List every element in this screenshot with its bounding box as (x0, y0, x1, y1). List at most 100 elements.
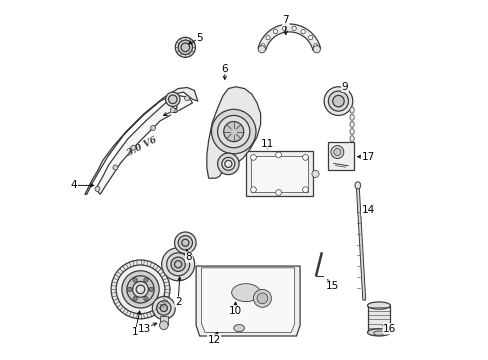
Circle shape (260, 44, 264, 48)
Text: 16: 16 (382, 324, 396, 334)
Circle shape (332, 95, 344, 107)
Polygon shape (96, 96, 192, 194)
Bar (328, 142, 353, 170)
Ellipse shape (349, 129, 353, 135)
Ellipse shape (373, 331, 384, 335)
Circle shape (149, 287, 153, 292)
Circle shape (223, 122, 244, 141)
Text: 12: 12 (207, 334, 220, 345)
Ellipse shape (349, 143, 353, 149)
Bar (159, 316, 168, 325)
Text: 6: 6 (221, 64, 227, 74)
Ellipse shape (233, 324, 244, 332)
Circle shape (178, 235, 192, 250)
Circle shape (166, 253, 189, 276)
Circle shape (313, 44, 317, 48)
Circle shape (159, 321, 168, 329)
Circle shape (127, 287, 132, 292)
Text: 5: 5 (196, 33, 203, 43)
Circle shape (131, 145, 136, 150)
Text: 13: 13 (137, 324, 150, 334)
Circle shape (324, 87, 352, 116)
Circle shape (132, 282, 148, 297)
Circle shape (312, 46, 320, 53)
Polygon shape (201, 268, 294, 332)
Text: 9: 9 (341, 82, 347, 92)
Circle shape (217, 116, 249, 148)
Polygon shape (215, 321, 226, 334)
Polygon shape (196, 266, 300, 336)
Circle shape (182, 239, 188, 246)
Circle shape (291, 26, 296, 31)
Ellipse shape (354, 182, 360, 189)
Circle shape (133, 278, 137, 282)
Circle shape (282, 26, 286, 31)
Circle shape (95, 186, 100, 192)
Circle shape (165, 92, 180, 107)
Circle shape (253, 289, 271, 307)
Circle shape (230, 288, 240, 298)
Circle shape (330, 145, 343, 158)
Circle shape (218, 324, 224, 331)
Circle shape (211, 109, 255, 154)
Polygon shape (206, 87, 260, 178)
Ellipse shape (349, 136, 353, 142)
Circle shape (257, 293, 267, 304)
Circle shape (275, 190, 281, 195)
Circle shape (302, 154, 308, 160)
Ellipse shape (349, 121, 353, 127)
Ellipse shape (367, 329, 389, 336)
Ellipse shape (349, 114, 353, 120)
Text: 10: 10 (228, 306, 242, 316)
Text: 8: 8 (185, 252, 192, 262)
Polygon shape (258, 24, 320, 50)
Circle shape (170, 108, 175, 113)
Circle shape (111, 260, 169, 319)
Circle shape (273, 30, 277, 34)
Circle shape (250, 187, 256, 193)
Text: 2: 2 (175, 297, 181, 307)
Circle shape (178, 40, 192, 54)
Ellipse shape (349, 107, 353, 113)
Circle shape (143, 297, 148, 301)
Bar (246, 151, 312, 196)
Circle shape (333, 148, 340, 156)
Bar (250, 156, 308, 192)
Circle shape (113, 165, 118, 170)
Circle shape (328, 91, 348, 111)
Circle shape (156, 301, 171, 315)
Text: 3: 3 (171, 105, 178, 115)
Circle shape (184, 96, 189, 101)
Text: 11: 11 (261, 139, 274, 149)
Circle shape (162, 248, 194, 281)
Text: 3.0 V6: 3.0 V6 (126, 136, 158, 158)
Text: 17: 17 (361, 152, 374, 162)
Ellipse shape (367, 302, 389, 309)
Circle shape (116, 265, 164, 314)
Circle shape (168, 95, 177, 104)
Circle shape (275, 152, 281, 158)
Circle shape (150, 126, 155, 131)
Circle shape (143, 278, 148, 282)
Circle shape (302, 187, 308, 193)
Bar (367, 306, 389, 332)
Text: 4: 4 (71, 180, 77, 190)
Circle shape (122, 271, 159, 308)
Circle shape (175, 37, 195, 57)
Text: 15: 15 (325, 281, 338, 291)
Text: 1: 1 (132, 327, 138, 337)
Circle shape (301, 30, 305, 34)
Circle shape (217, 153, 239, 175)
Polygon shape (85, 87, 198, 194)
Circle shape (133, 297, 137, 301)
Circle shape (265, 36, 269, 40)
Polygon shape (356, 187, 365, 300)
Circle shape (160, 305, 167, 312)
Circle shape (258, 46, 265, 53)
Circle shape (250, 154, 256, 160)
Circle shape (311, 170, 319, 177)
Text: 7: 7 (282, 15, 288, 26)
Circle shape (152, 297, 175, 319)
Circle shape (174, 232, 196, 253)
Circle shape (227, 285, 243, 301)
